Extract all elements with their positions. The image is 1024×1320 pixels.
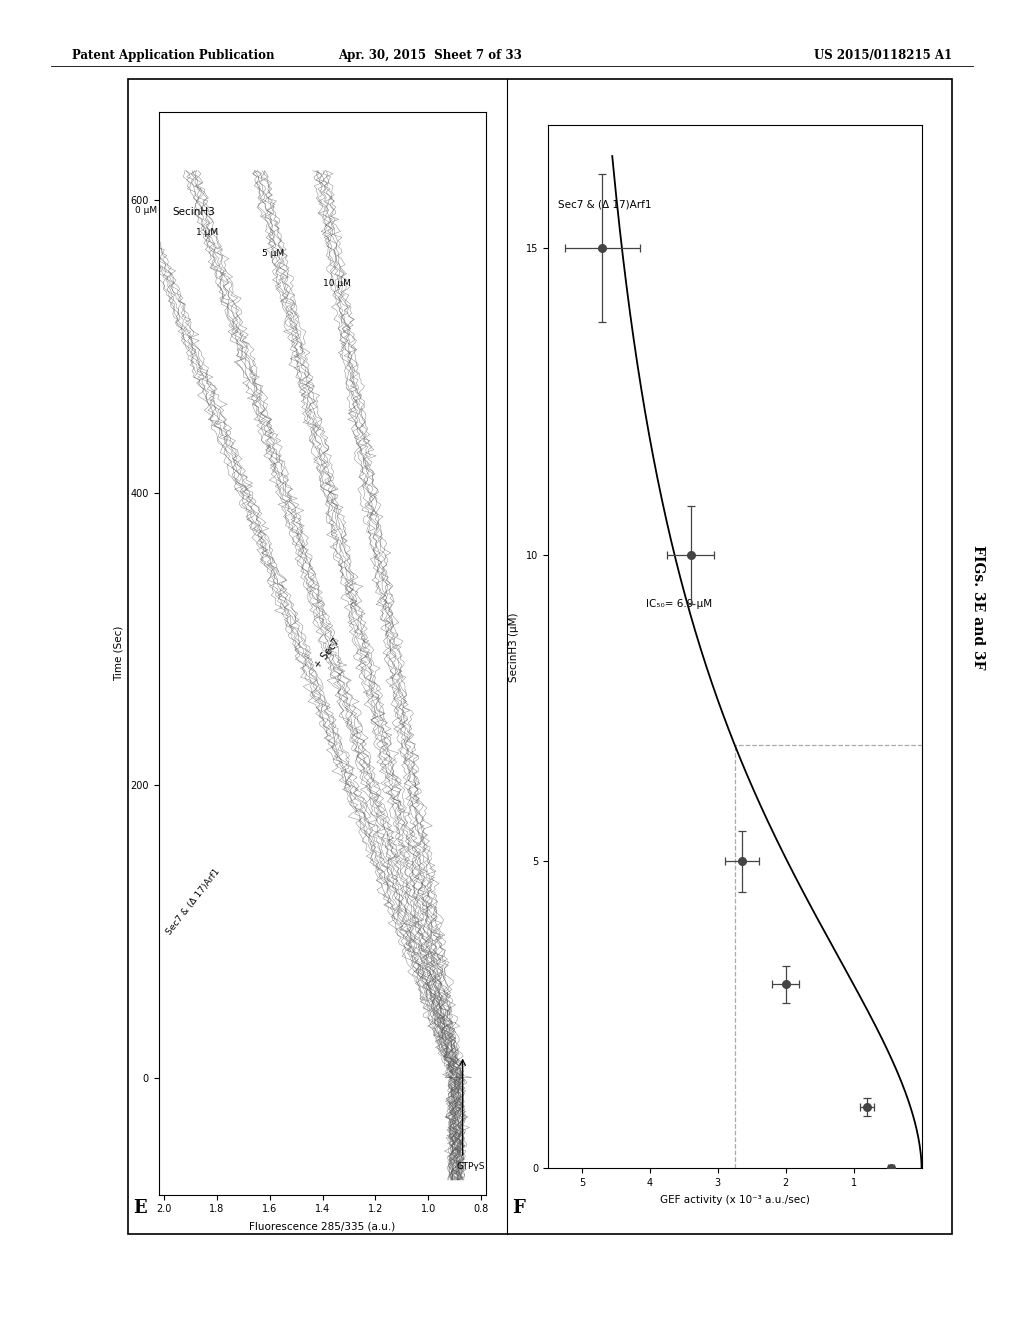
Text: 0 μM: 0 μM	[135, 206, 158, 215]
Text: Patent Application Publication: Patent Application Publication	[72, 49, 274, 62]
Text: E: E	[133, 1199, 146, 1217]
Text: Sec7 & (Δ 17)Arf1: Sec7 & (Δ 17)Arf1	[558, 199, 651, 209]
Text: Sec7 & (Δ 17)Arf1: Sec7 & (Δ 17)Arf1	[165, 867, 221, 937]
Text: 1 μM: 1 μM	[196, 227, 218, 236]
Text: GTPγS: GTPγS	[456, 1163, 484, 1171]
X-axis label: Fluorescence 285/335 (a.u.): Fluorescence 285/335 (a.u.)	[250, 1221, 395, 1232]
Y-axis label: SecinH3 (μM): SecinH3 (μM)	[509, 612, 519, 681]
X-axis label: GEF activity (x 10⁻³ a.u./sec): GEF activity (x 10⁻³ a.u./sec)	[659, 1195, 810, 1205]
Text: US 2015/0118215 A1: US 2015/0118215 A1	[814, 49, 952, 62]
Text: IC₅₀= 6.9 μM: IC₅₀= 6.9 μM	[646, 599, 713, 609]
Text: F: F	[512, 1199, 525, 1217]
Text: SecinH3: SecinH3	[172, 207, 215, 218]
Text: FIGs. 3E and 3F: FIGs. 3E and 3F	[971, 545, 985, 669]
Y-axis label: Time (Sec): Time (Sec)	[114, 626, 124, 681]
Text: 10 μM: 10 μM	[323, 279, 350, 288]
Text: Apr. 30, 2015  Sheet 7 of 33: Apr. 30, 2015 Sheet 7 of 33	[338, 49, 522, 62]
Text: 5 μM: 5 μM	[262, 249, 285, 259]
Text: + Sec7: + Sec7	[313, 636, 342, 671]
